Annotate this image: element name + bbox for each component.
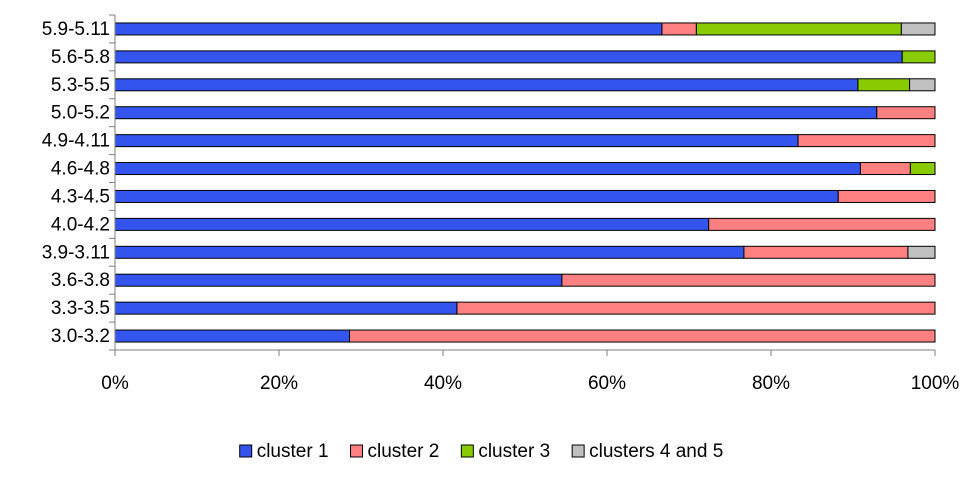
legend-label: cluster 2 — [368, 441, 440, 462]
bar-5.9-5.11-series-4 — [900, 22, 936, 36]
bar-4.0-4.2-series-2 — [708, 217, 936, 231]
bar-5.6-5.8-series-3 — [901, 50, 936, 64]
legend-item-2: cluster 2 — [350, 441, 440, 462]
bar-4.6-4.8-series-3 — [909, 162, 936, 176]
legend-swatch — [571, 444, 585, 458]
legend-label: cluster 1 — [257, 441, 329, 462]
bar-5.3-5.5-series-4 — [909, 78, 936, 92]
y-tick-label: 5.0-5.2 — [51, 103, 110, 124]
y-tick-label: 3.9-3.11 — [42, 242, 110, 263]
legend-swatch — [239, 444, 253, 458]
legend-swatch — [350, 444, 364, 458]
x-tick-label: 80% — [752, 373, 790, 394]
legend-label: cluster 3 — [478, 441, 550, 462]
x-tick-label: 40% — [424, 373, 462, 394]
bar-5.9-5.11-series-2 — [661, 22, 697, 36]
bar-4.0-4.2-series-1 — [114, 217, 710, 231]
x-axis: 0% 20% 40% 60% 80% 100% — [101, 349, 960, 394]
y-tick-label: 3.0-3.2 — [51, 326, 110, 347]
bar-4.6-4.8-series-2 — [859, 162, 911, 176]
bar-4.6-4.8-series-1 — [114, 162, 861, 176]
legend-item-1: cluster 1 — [239, 441, 329, 462]
legend-item-3: cluster 3 — [460, 441, 550, 462]
legend-item-4: clusters 4 and 5 — [571, 441, 723, 462]
plot-area — [114, 22, 936, 343]
bar-4.3-4.5-series-1 — [114, 189, 839, 203]
bar-3.3-3.5-series-2 — [456, 301, 936, 315]
y-axis: 5.9-5.11 5.6-5.8 5.3-5.5 5.0-5.2 4.9-4.11 4.6… — [42, 14, 116, 351]
bar-3.9-3.11-series-1 — [114, 245, 745, 259]
bar-3.6-3.8-series-1 — [114, 273, 563, 287]
bar-3.0-3.2-series-2 — [349, 329, 936, 343]
bar-3.9-3.11-series-2 — [743, 245, 909, 259]
y-tick-label: 4.9-4.11 — [42, 131, 110, 152]
y-tick-label: 4.0-4.2 — [51, 214, 110, 235]
x-tick-label: 60% — [588, 373, 626, 394]
legend-label: clusters 4 and 5 — [589, 441, 723, 462]
x-tick-label: 20% — [260, 373, 298, 394]
bar-5.3-5.5-series-3 — [857, 78, 911, 92]
y-tick-label: 3.6-3.8 — [51, 270, 110, 291]
bar-3.3-3.5-series-1 — [114, 301, 458, 315]
y-tick-label: 3.3-3.5 — [51, 298, 110, 319]
bar-4.3-4.5-series-2 — [837, 189, 936, 203]
bar-4.9-4.11-series-2 — [797, 134, 936, 148]
bar-4.9-4.11-series-1 — [114, 134, 799, 148]
y-tick-label: 5.9-5.11 — [42, 19, 110, 40]
bar-3.0-3.2-series-1 — [114, 329, 351, 343]
bar-3.9-3.11-series-4 — [907, 245, 936, 259]
bar-5.9-5.11-series-3 — [695, 22, 902, 36]
legend-swatch — [460, 444, 474, 458]
x-tick-label: 100% — [911, 373, 960, 394]
bar-5.0-5.2-series-1 — [114, 106, 878, 120]
y-tick-label: 5.6-5.8 — [51, 47, 110, 68]
x-tick-label: 0% — [101, 373, 129, 394]
y-tick-label: 5.3-5.5 — [51, 75, 110, 96]
bar-5.0-5.2-series-2 — [876, 106, 936, 120]
y-tick-label: 4.6-4.8 — [51, 159, 110, 180]
y-tick-label: 4.3-4.5 — [51, 186, 110, 207]
bar-5.9-5.11-series-1 — [114, 22, 663, 36]
bar-5.6-5.8-series-1 — [114, 50, 903, 64]
bar-3.6-3.8-series-2 — [561, 273, 936, 287]
legend: cluster 1 cluster 2 cluster 3 clusters 4 an… — [239, 441, 723, 462]
bar-5.3-5.5-series-1 — [114, 78, 859, 92]
